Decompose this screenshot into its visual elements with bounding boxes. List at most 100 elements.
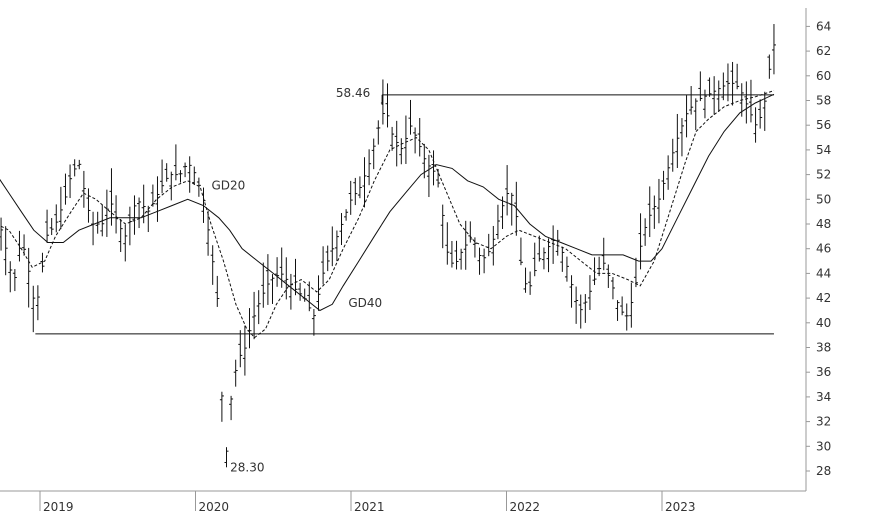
annotation-label: GD40 [348,296,382,310]
price-bar [54,204,59,233]
price-bar [293,258,298,296]
price-bar [477,247,482,275]
y-tick-label: 50 [816,192,831,206]
y-tick-label: 34 [816,390,831,404]
price-bar [702,89,707,119]
y-tick-label: 58 [816,94,831,108]
price-bar [440,204,445,249]
price-bar [546,238,551,273]
price-bar [155,176,160,222]
price-bar [109,168,114,226]
price-bar [275,257,280,287]
price-bar [353,177,358,206]
price-bar [196,177,201,197]
price-bar [261,262,266,308]
price-bar [210,245,215,285]
price-bar [436,169,441,188]
price-bar [288,273,293,310]
price-bar [633,257,638,288]
price-bar [233,359,238,387]
price-bar [771,24,776,75]
price-bar [454,240,459,270]
price-bar [316,275,321,311]
price-bar [58,186,63,230]
price-bar [597,256,602,277]
price-bar [569,275,574,308]
price-bar [468,221,473,243]
y-tick-label: 42 [816,291,831,305]
price-bar [615,300,620,321]
price-bar [509,192,514,226]
price-bar [86,188,91,223]
annotation-label: 58.46 [336,86,370,100]
price-bar [413,127,418,154]
price-bar [629,282,634,328]
x-tick-label: 2020 [199,500,230,514]
price-bar [767,54,772,79]
price-bar [49,218,54,236]
price-bar [574,286,579,324]
price-bar [45,209,50,243]
price-bar [638,213,643,270]
price-bar [491,225,496,266]
x-tick-label: 2021 [354,500,385,514]
annotation-label: GD20 [211,179,245,193]
price-bar [114,195,119,234]
price-bar [362,157,367,208]
series-line-gd40 [0,93,775,312]
price-bar [601,237,606,271]
price-bar [403,115,408,164]
price-bar [693,98,698,131]
price-bar [3,226,8,276]
price-bar [666,155,671,190]
price-bar [606,264,611,288]
price-bar [311,309,316,336]
price-bar [22,234,27,256]
price-bar [537,235,542,262]
price-bar [224,447,229,468]
price-bar [256,290,261,325]
y-tick-label: 40 [816,316,831,330]
y-tick-label: 28 [816,464,831,478]
horizontal-lines [35,94,774,335]
price-bar [385,83,390,128]
price-bar [298,282,303,301]
price-bar [17,230,22,262]
price-bar [137,197,142,229]
y-tick-label: 64 [816,19,831,33]
y-tick-label: 54 [816,143,831,157]
price-bar [12,269,17,292]
price-bar [758,99,763,129]
price-bar [449,240,454,268]
price-bar [219,391,224,422]
x-tick-label: 2019 [43,500,74,514]
price-bar [523,267,528,293]
price-bar [348,180,353,215]
price-bar [408,99,413,135]
price-bar [91,211,96,246]
price-bar [390,126,395,151]
price-bar [417,118,422,157]
price-bar [169,171,174,201]
price-bar [376,120,381,145]
price-bar [564,256,569,282]
y-tick-label: 48 [816,217,831,231]
price-bar [652,195,657,229]
x-tick-label: 2022 [510,500,541,514]
price-bar [744,81,749,124]
price-bar [371,138,376,170]
price-bar [753,107,758,143]
price-bar [426,154,431,198]
price-bar [735,63,740,90]
y-tick-label: 62 [816,44,831,58]
price-bar [486,233,491,257]
price-bar [431,150,436,186]
price-bar [173,144,178,181]
price-bar [357,176,362,199]
y-tick-label: 30 [816,439,831,453]
annotations: 58.46 28.30 GD20 GD40 [211,86,382,474]
price-bar [118,218,123,252]
y-tick-label: 32 [816,415,831,429]
y-tick-label: 46 [816,242,831,256]
